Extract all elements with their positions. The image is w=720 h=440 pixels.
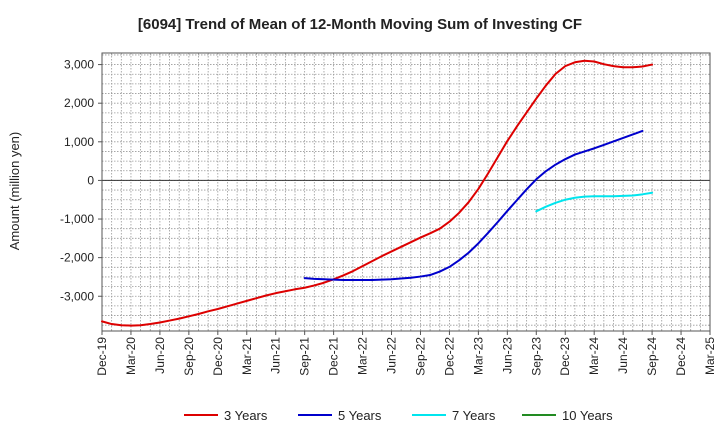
- x-tick-label: Sep-24: [645, 337, 659, 376]
- y-axis-ticks: -3,000 -2,000 -1,000 0 1,000 2,000 3,000: [60, 58, 102, 303]
- x-tick-label: Mar-25: [703, 337, 717, 375]
- x-tick-label: Dec-22: [442, 337, 456, 376]
- series-line-3-years: [101, 59, 654, 327]
- series-line-5-years: [303, 129, 644, 282]
- y-axis-label: Amount (million yen): [7, 132, 22, 251]
- x-axis-ticks: Dec-19 Mar-20 Jun-20 Sep-20 Dec-20 Mar-21 Jun-…: [95, 331, 717, 376]
- legend: 3 Years 5 Years 7 Years 10 Years: [184, 408, 613, 423]
- x-tick-label: Sep-20: [182, 337, 196, 376]
- x-tick-label: Mar-20: [124, 337, 138, 375]
- x-tick-label: Dec-21: [327, 337, 341, 376]
- grid-lines: [101, 53, 711, 331]
- x-tick-label: Mar-23: [471, 337, 485, 375]
- legend-label: 7 Years: [452, 408, 496, 423]
- series-line-7-years: [535, 191, 654, 213]
- x-tick-label: Dec-20: [211, 337, 225, 376]
- x-tick-label: Sep-22: [413, 337, 427, 376]
- y-tick-label: 3,000: [64, 58, 94, 72]
- x-tick-label: Sep-23: [529, 337, 543, 376]
- x-tick-label: Mar-21: [240, 337, 254, 375]
- x-tick-label: Jun-22: [385, 337, 399, 374]
- x-tick-label: Jun-24: [616, 337, 630, 374]
- y-tick-label: 1,000: [64, 135, 94, 149]
- y-tick-label: 2,000: [64, 96, 94, 110]
- x-tick-label: Dec-19: [95, 337, 109, 376]
- legend-label: 10 Years: [562, 408, 613, 423]
- x-tick-label: Dec-23: [558, 337, 572, 376]
- chart-title: [6094] Trend of Mean of 12-Month Moving …: [138, 16, 582, 33]
- series-lines: [101, 59, 654, 327]
- x-tick-label: Sep-21: [298, 337, 312, 376]
- x-tick-label: Jun-20: [153, 337, 167, 374]
- y-tick-label: -2,000: [60, 251, 94, 265]
- y-tick-label: 0: [87, 173, 94, 187]
- legend-label: 5 Years: [338, 408, 382, 423]
- y-tick-label: -1,000: [60, 212, 94, 226]
- x-tick-label: Mar-22: [356, 337, 370, 375]
- x-tick-label: Jun-23: [500, 337, 514, 374]
- x-tick-label: Jun-21: [269, 337, 283, 374]
- x-tick-label: Mar-24: [587, 337, 601, 375]
- x-tick-label: Dec-24: [674, 337, 688, 376]
- legend-label: 3 Years: [224, 408, 268, 423]
- plot-area: [101, 52, 711, 332]
- y-tick-label: -3,000: [60, 289, 94, 303]
